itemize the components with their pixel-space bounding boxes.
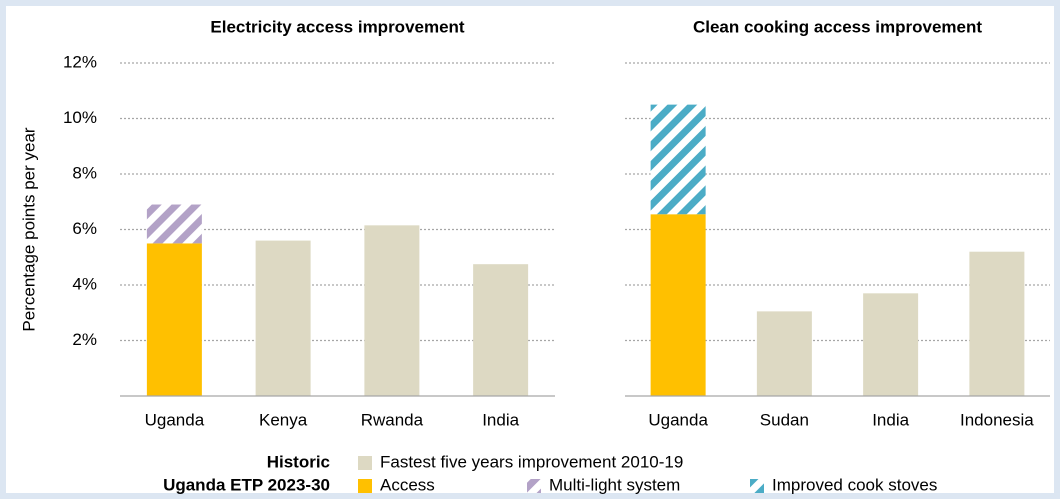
- bar-segment: [863, 293, 919, 396]
- y-axis-title: Percentage points per year: [19, 127, 38, 331]
- chart-title: Clean cooking access improvement: [693, 17, 982, 36]
- x-tick-label: India: [872, 410, 909, 429]
- x-tick-label: Sudan: [760, 410, 809, 429]
- x-tick-label: Indonesia: [960, 410, 1034, 429]
- legend-swatch: [358, 479, 372, 493]
- bar-segment: [255, 240, 311, 396]
- y-tick-label: 10%: [63, 108, 97, 127]
- bar-segment: [969, 251, 1025, 396]
- x-tick-label: Rwanda: [361, 410, 424, 429]
- y-tick-label: 6%: [72, 219, 97, 238]
- y-tick-label: 8%: [72, 163, 97, 182]
- legend-swatch: [750, 479, 764, 493]
- x-tick-label: Uganda: [145, 410, 205, 429]
- bar-segment: [650, 214, 706, 396]
- x-tick-label: India: [482, 410, 519, 429]
- chart-title: Electricity access improvement: [210, 17, 465, 36]
- bar-segment: [650, 104, 706, 215]
- legend-label: Fastest five years improvement 2010-19: [380, 452, 683, 471]
- y-tick-label: 4%: [72, 274, 97, 293]
- legend-label: Multi-light system: [549, 475, 680, 494]
- legend-group-title: Historic: [267, 452, 330, 471]
- legend-group-title: Uganda ETP 2023-30: [163, 475, 330, 494]
- legend-label: Access: [380, 475, 435, 494]
- legend-label: Improved cook stoves: [772, 475, 937, 494]
- y-tick-label: 12%: [63, 52, 97, 71]
- bar-segment: [364, 225, 420, 396]
- legend-swatch: [527, 479, 541, 493]
- bar-segment: [756, 311, 812, 396]
- bar-segment: [146, 204, 202, 244]
- bar-segment: [473, 264, 529, 396]
- x-tick-label: Uganda: [648, 410, 708, 429]
- x-tick-label: Kenya: [259, 410, 308, 429]
- bar-segment: [146, 243, 202, 396]
- legend-swatch: [358, 456, 372, 470]
- y-tick-label: 2%: [72, 330, 97, 349]
